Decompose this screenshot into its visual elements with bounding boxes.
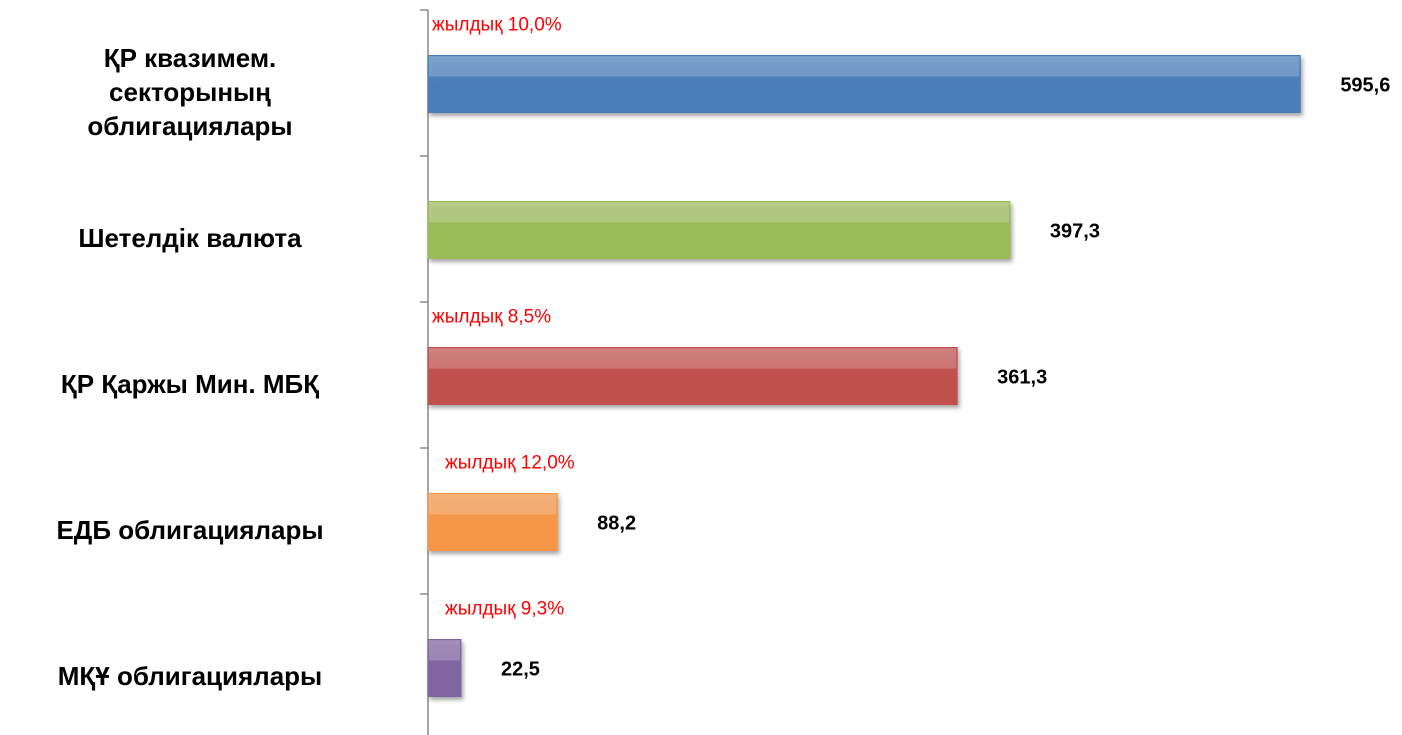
bar: [427, 201, 1011, 259]
bar-highlight: [429, 202, 1009, 223]
value-label: 22,5: [501, 658, 540, 680]
bar: [427, 493, 558, 551]
category-label: МҚҰ облигациялары: [57, 661, 323, 691]
bar-highlight: [429, 640, 460, 661]
value-label: 595,6: [1340, 74, 1390, 96]
category-label: ЕДБ облигациялары: [56, 515, 324, 545]
bar: [427, 347, 958, 405]
value-label: 88,2: [597, 512, 636, 534]
category-label: ҚР Қаржы Мин. МБҚ: [60, 369, 320, 399]
bar-highlight: [429, 348, 957, 369]
category-label: ҚР квазимем. секторының облигациялары: [87, 43, 293, 141]
bar: [427, 55, 1301, 113]
category-label: Шетелдік валюта: [78, 223, 302, 253]
annotation: жылдық 10,0%: [432, 15, 562, 36]
bar-highlight: [429, 494, 557, 515]
annotation: жылдық 12,0%: [445, 453, 575, 474]
bar-highlight: [429, 56, 1300, 77]
annotation: жылдық 9,3%: [445, 599, 564, 620]
value-label: 361,3: [997, 366, 1047, 388]
annotation: жылдық 8,5%: [432, 307, 551, 328]
bar: [427, 639, 462, 697]
value-label: 397,3: [1050, 220, 1100, 242]
